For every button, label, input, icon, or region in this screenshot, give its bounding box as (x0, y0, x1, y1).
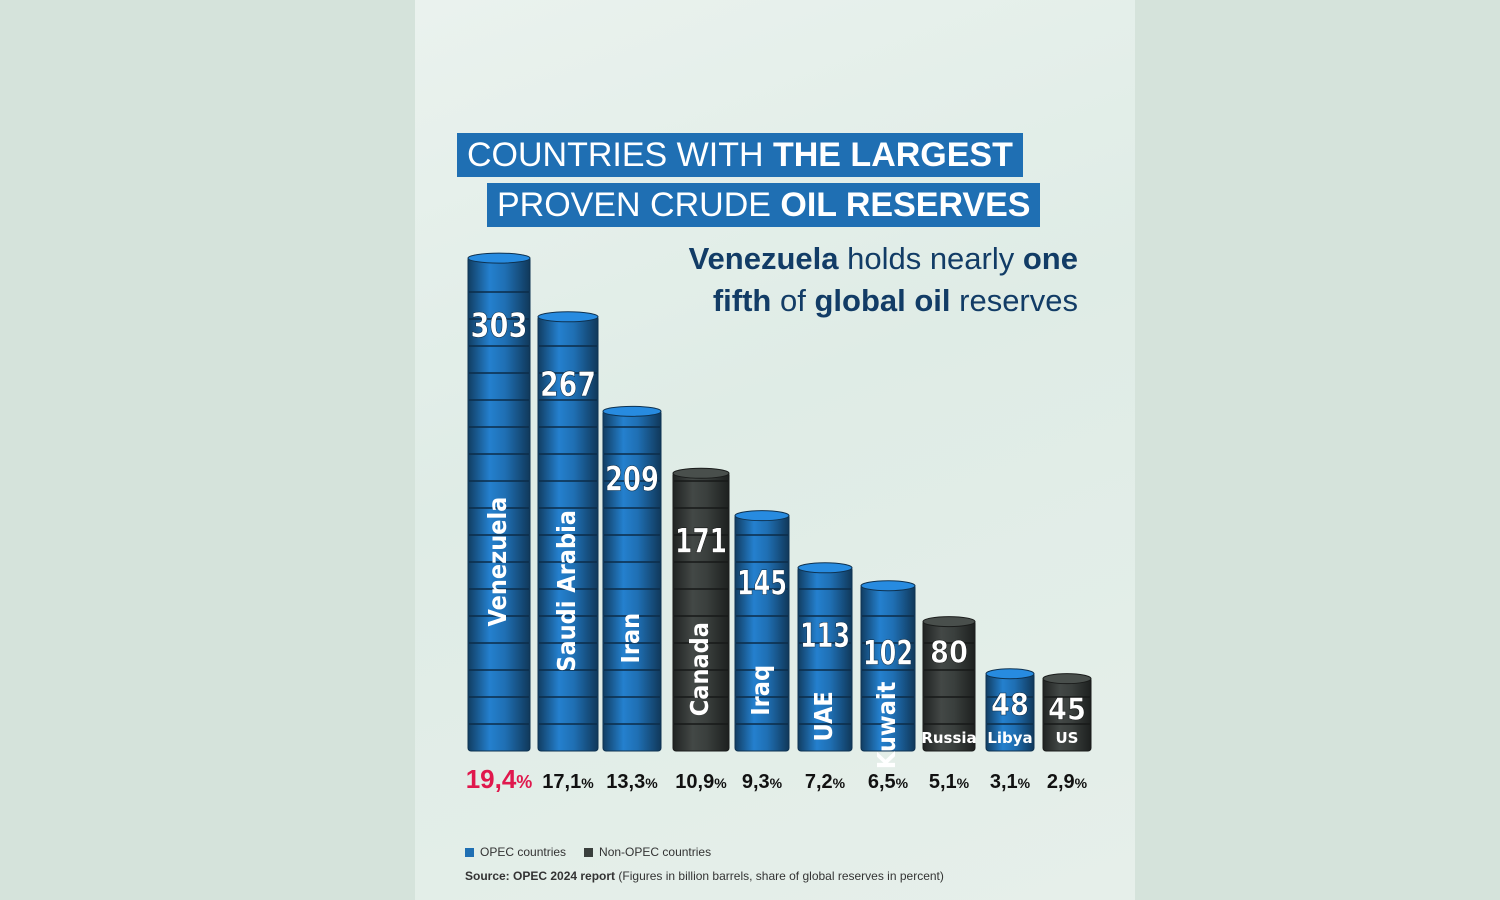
barrel-lid-iran (602, 405, 662, 417)
share-value-kuwait: 6,5 (868, 771, 896, 793)
share-label-venezuela: 19,4% (466, 764, 533, 794)
legend-opec-label: OPEC countries (480, 845, 567, 859)
country-label-kuwait: Kuwait (872, 681, 901, 769)
barrel-iraq: 145 Iraq (734, 510, 790, 752)
barrel-lid-uae (797, 562, 853, 574)
subtitle-line-1: Venezuela holds nearly one (689, 238, 1078, 280)
barrel-lid-russia (922, 616, 976, 628)
title-line-2: PROVEN CRUDE OIL RESERVES (487, 183, 1041, 227)
barrel-kuwait: 102 Kuwait (860, 580, 916, 769)
subtitle-one: one (1022, 241, 1078, 276)
barrel-lid-canada (672, 467, 730, 479)
subtitle-global-oil: global oil (814, 283, 951, 318)
share-label-saudi-arabia: 17,1% (542, 771, 594, 793)
value-label-iraq: 145 (737, 564, 787, 604)
value-label-libya: 48 (991, 688, 1029, 723)
barrel-lid-us (1042, 673, 1092, 685)
subtitle-of: of (771, 283, 815, 318)
share-value-russia: 5,1 (929, 771, 957, 793)
share-unit-uae: % (833, 775, 846, 791)
barrel-uae: 113 UAE (797, 562, 853, 752)
barrel-lid-kuwait (860, 580, 916, 592)
title-line-1: COUNTRIES WITH THE LARGEST (457, 133, 1023, 177)
legend-opec-swatch (465, 847, 474, 857)
barrel-lid-libya (985, 668, 1035, 680)
country-label-saudi-arabia: Saudi Arabia (552, 510, 581, 672)
barrel-lid-venezuela (467, 252, 531, 264)
barrel-iran: 209 Iran (602, 405, 662, 752)
value-label-uae: 113 (800, 616, 850, 656)
barrel-saudi-arabia: 267 Saudi Arabia (537, 311, 599, 752)
subtitle-fifth: fifth (712, 283, 772, 318)
subtitle-holds: holds nearly (838, 241, 1023, 276)
share-unit-saudi-arabia: % (581, 775, 594, 791)
share-value-uae: 7,2 (805, 771, 833, 793)
country-label-iran: Iran (616, 613, 645, 664)
value-label-iran: 209 (605, 459, 659, 499)
share-label-uae: 7,2% (805, 771, 846, 793)
country-label-venezuela: Venezuela (483, 497, 512, 627)
share-value-canada: 10,9 (675, 771, 714, 793)
subtitle-line-2: fifth of global oil reserves (713, 280, 1078, 322)
value-label-canada: 171 (675, 521, 727, 561)
share-unit-kuwait: % (896, 775, 909, 791)
barrel-lid-iraq (734, 510, 790, 522)
value-label-us: 45 (1048, 693, 1086, 728)
share-value-us: 2,9 (1047, 771, 1075, 793)
share-value-libya: 3,1 (990, 771, 1018, 793)
share-unit-iraq: % (770, 775, 783, 791)
share-label-kuwait: 6,5% (868, 771, 909, 793)
share-unit-us: % (1075, 775, 1088, 791)
title-line-2-part-b: OIL RESERVES (780, 186, 1031, 224)
share-unit-libya: % (1018, 775, 1031, 791)
barrel-canada: 171 Canada (672, 467, 730, 752)
value-label-russia: 80 (930, 636, 968, 671)
country-label-canada: Canada (685, 622, 714, 716)
share-unit-russia: % (957, 775, 970, 791)
source-note: Source: OPEC 2024 report (Figures in bil… (465, 869, 944, 883)
barrel-russia: 80 Russia (921, 616, 977, 752)
share-unit-venezuela: % (516, 772, 532, 792)
share-label-us: 2,9% (1047, 771, 1088, 793)
share-value-iraq: 9,3 (742, 771, 770, 793)
share-label-russia: 5,1% (929, 771, 970, 793)
barrel-venezuela: 303 Venezuela (467, 252, 531, 752)
barrel-chart: 303 Venezuela 19,4% 267 Saudi Arabia 17,1% 209… (466, 252, 1092, 794)
subtitle-reserves: reserves (950, 283, 1078, 318)
title-line-2-part-a: PROVEN CRUDE (497, 186, 781, 224)
subtitle-venezuela: Venezuela (688, 241, 839, 276)
share-value-iran: 13,3 (606, 771, 645, 793)
source-label: Source: OPEC 2024 report (465, 869, 616, 883)
country-label-russia: Russia (921, 729, 976, 747)
value-label-venezuela: 303 (471, 306, 528, 346)
share-unit-canada: % (714, 775, 727, 791)
barrel-libya: 48 Libya (985, 668, 1035, 752)
legend: OPEC countries Non-OPEC countries (465, 845, 711, 859)
share-unit-iran: % (645, 775, 658, 791)
share-label-libya: 3,1% (990, 771, 1031, 793)
country-label-iraq: Iraq (746, 665, 775, 716)
barrel-lid-saudi-arabia (537, 311, 599, 323)
share-label-iran: 13,3% (606, 771, 658, 793)
legend-non-opec-swatch (584, 847, 594, 857)
value-label-saudi-arabia: 267 (540, 365, 596, 405)
share-label-canada: 10,9% (675, 771, 727, 793)
country-label-libya: Libya (987, 729, 1032, 747)
country-label-us: US (1056, 729, 1079, 747)
title-line-1-part-a: COUNTRIES WITH (467, 136, 773, 174)
share-value-venezuela: 19,4 (466, 764, 517, 794)
legend-non-opec-label: Non-OPEC countries (599, 845, 712, 859)
country-label-uae: UAE (809, 691, 838, 741)
title-line-1-part-b: THE LARGEST (772, 136, 1013, 174)
share-value-saudi-arabia: 17,1 (542, 771, 581, 793)
share-label-iraq: 9,3% (742, 771, 783, 793)
infographic-panel: COUNTRIES WITH THE LARGEST PROVEN CRUDE … (415, 0, 1135, 900)
value-label-kuwait: 102 (863, 634, 913, 674)
source-detail: (Figures in billion barrels, share of gl… (615, 869, 944, 883)
